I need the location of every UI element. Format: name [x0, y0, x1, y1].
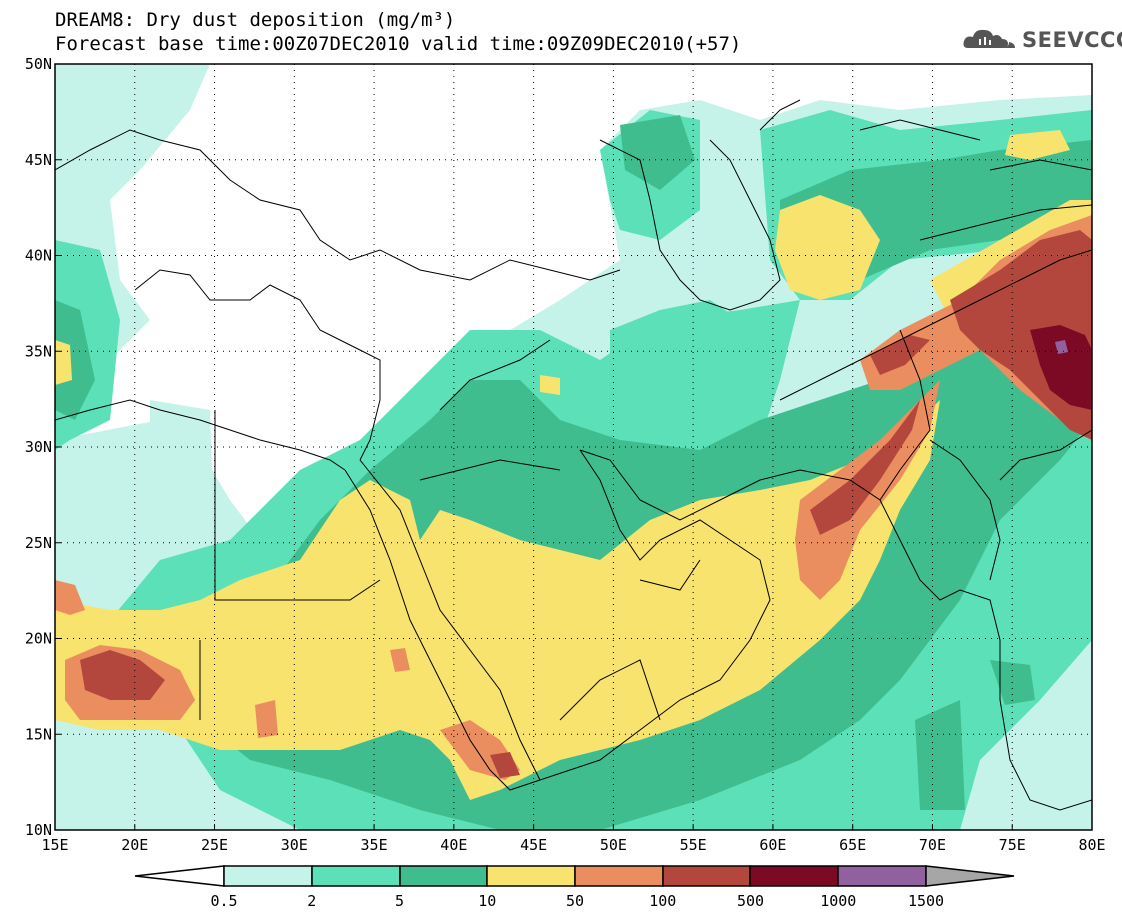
colorbar-bin-0p5-2 [223, 865, 313, 887]
logo-text: SEEVCCC [1022, 28, 1122, 52]
lon-label: 30E [281, 836, 308, 854]
colorbar-bin-1000-1500 [837, 865, 927, 887]
lat-label: 30N [25, 438, 52, 456]
colorbar-bin-50-100 [574, 865, 664, 887]
lon-label: 75E [999, 836, 1026, 854]
dust-level-1000-1500 [1055, 340, 1068, 354]
seevccc-logo: SEEVCCC [962, 26, 1122, 54]
colorbar-label: 50 [566, 892, 584, 910]
lon-label: 65E [839, 836, 866, 854]
latitude-axis: 10N 15N 20N 25N 30N 35N 40N 45N 50N [25, 55, 61, 839]
forecast-time-subtitle: Forecast base time:00Z07DEC2010 valid ti… [55, 33, 742, 55]
lon-label: 60E [759, 836, 786, 854]
lat-label: 45N [25, 151, 52, 169]
colorbar-label: 1500 [908, 892, 944, 910]
colorbar-label: 5 [395, 892, 404, 910]
colorbar-bin-100-500 [662, 865, 751, 887]
colorbar-label: 10 [478, 892, 496, 910]
lon-label: 35E [361, 836, 388, 854]
colorbar-label: 1000 [820, 892, 856, 910]
colorbar-bin-500-1000 [749, 865, 839, 887]
colorbar-label: 0.5 [210, 892, 237, 910]
colorbar-label: 100 [649, 892, 676, 910]
colorbar-above-triangle [925, 865, 1015, 887]
coastlines-borders [55, 99, 1092, 811]
colorbar-labels: 0.5 2 5 10 50 100 500 1000 1500 [210, 892, 944, 910]
lon-label: 15E [41, 836, 68, 854]
lat-label: 20N [25, 630, 52, 648]
colorbar-bin-2-5 [311, 865, 401, 887]
lat-label: 35N [25, 342, 52, 360]
lat-label: 40N [25, 247, 52, 265]
lat-label: 15N [25, 725, 52, 743]
colorbar-bin-5-10 [399, 865, 488, 887]
colorbar-below-triangle [134, 865, 225, 887]
colorbar: 0.5 2 5 10 50 100 500 1000 1500 [134, 865, 1015, 910]
colorbar-bin-10-50 [486, 865, 576, 887]
graticule [55, 64, 1092, 830]
dust-field [55, 64, 1092, 830]
lon-label: 40E [440, 836, 467, 854]
colorbar-label: 2 [307, 892, 316, 910]
lon-label: 25E [201, 836, 228, 854]
longitude-axis: 15E 20E 25E 30E 35E 40E 45E 50E 55E 60E 65E 70E 75E 8… [41, 824, 1106, 854]
lon-label: 55E [680, 836, 707, 854]
lat-label: 50N [25, 55, 52, 73]
dust-level-500-1000 [1030, 325, 1092, 410]
lon-label: 80E [1078, 836, 1105, 854]
cloud-icon [963, 29, 1015, 48]
lon-label: 50E [600, 836, 627, 854]
lon-label: 45E [520, 836, 547, 854]
colorbar-label: 500 [737, 892, 764, 910]
lon-label: 70E [919, 836, 946, 854]
lat-label: 25N [25, 534, 52, 552]
lat-label: 10N [25, 821, 52, 839]
lon-label: 20E [121, 836, 148, 854]
chart-title: DREAM8: Dry dust deposition (mg/m³) [55, 9, 456, 31]
